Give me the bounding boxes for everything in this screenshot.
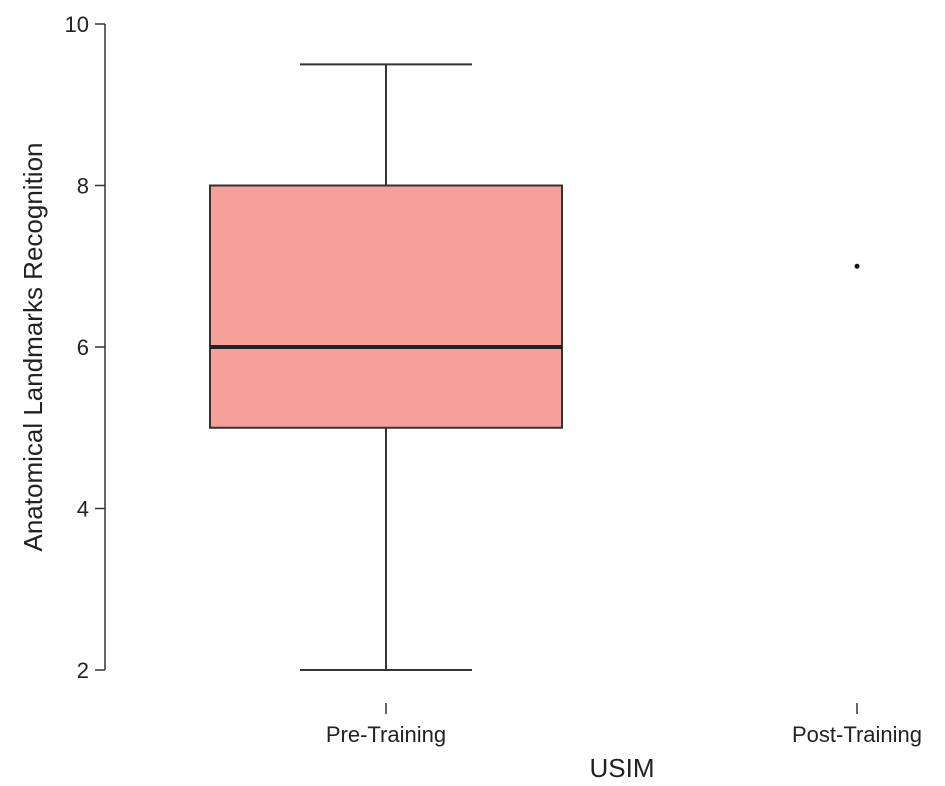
y-tick-label: 6: [77, 335, 89, 360]
box-post-training: [854, 263, 860, 269]
y-axis: 2 4 6 8 10: [65, 12, 106, 683]
y-tick-label: 8: [77, 174, 89, 199]
box-iqr: [209, 184, 563, 429]
y-axis-title: Anatomical Landmarks Recognition: [18, 143, 48, 552]
x-axis: Pre-Training Post-Training: [326, 703, 922, 747]
y-tick-label: 4: [77, 497, 89, 522]
data-point: [854, 263, 860, 269]
y-tick-label: 10: [65, 12, 89, 37]
plot-area: [209, 63, 860, 671]
x-tick-label: Post-Training: [792, 722, 922, 747]
x-tick-label: Pre-Training: [326, 722, 446, 747]
y-tick-label: 2: [77, 658, 89, 683]
x-axis-title: USIM: [590, 753, 655, 783]
box-pre-training: [209, 63, 563, 671]
